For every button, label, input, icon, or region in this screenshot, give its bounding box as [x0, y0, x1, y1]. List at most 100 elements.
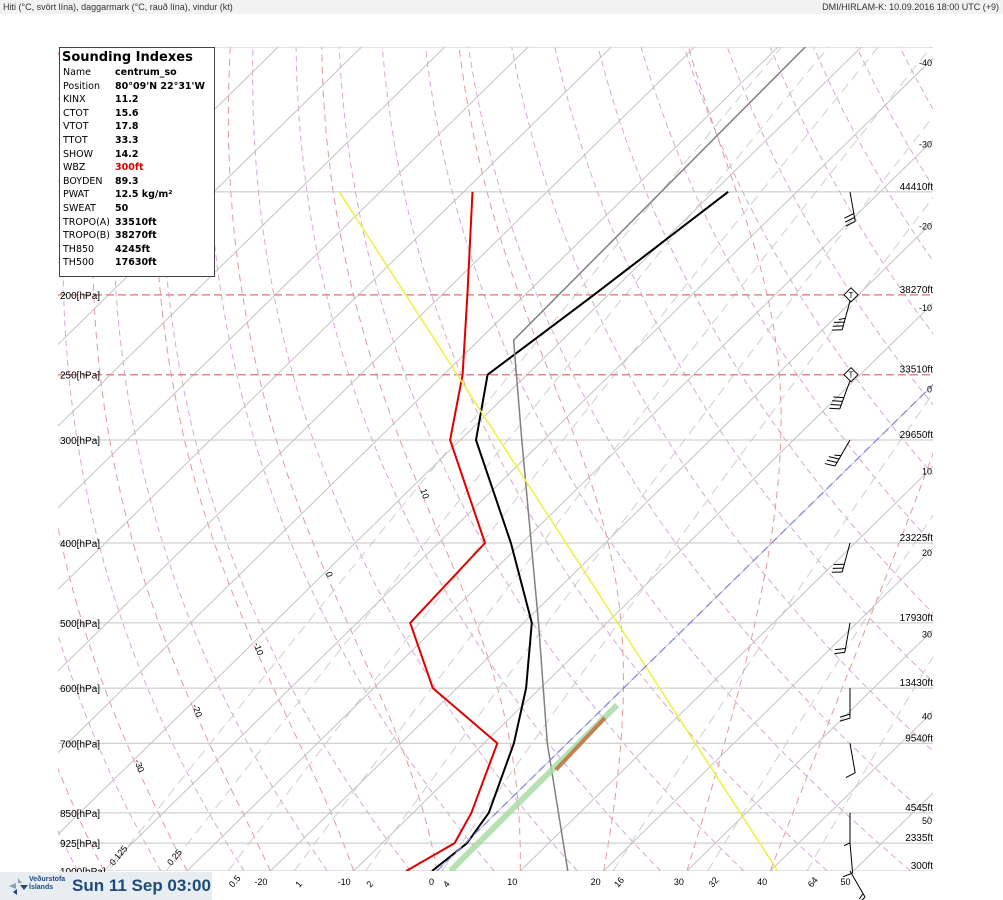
- moist-adiabat: [458, 47, 624, 871]
- wind-barb-icon: [831, 542, 851, 573]
- wind-barb-icon: [843, 812, 851, 847]
- isotherm-label: 10: [507, 877, 517, 887]
- mixing-ratio-label: 0.5: [227, 873, 243, 889]
- index-value: 17630ft: [115, 257, 157, 269]
- index-row: PWAT 12.5 kg/m²: [60, 188, 214, 202]
- index-value: 17.8: [115, 121, 139, 133]
- barb-feather: [824, 463, 836, 467]
- barb-feather: [844, 213, 855, 219]
- pressure-label: 500[hPa]: [60, 619, 100, 630]
- index-name: SWEAT: [63, 202, 96, 214]
- index-row: Position 80°09'N 22°31'W: [60, 80, 214, 94]
- isotherm: [58, 47, 529, 509]
- index-name: Position: [63, 80, 100, 92]
- tropopause-marker-icon: [843, 366, 859, 383]
- wind-barb-icon: [824, 439, 851, 467]
- pressure-label: 200[hPa]: [60, 291, 100, 302]
- isotherm: [186, 139, 933, 871]
- pressure-label: 600[hPa]: [60, 684, 100, 695]
- pressure-label: 300[hPa]: [60, 436, 100, 447]
- sounding-indexes-panel: Sounding Indexes Name centrum_so Position 8…: [59, 47, 215, 277]
- mixing-ratio-label: 16: [612, 875, 626, 889]
- index-value: 38270ft: [115, 230, 157, 242]
- dry-adiabat: [683, 47, 933, 476]
- index-name: VTOT: [63, 121, 89, 133]
- index-row: TROPO(B) 38270ft: [60, 229, 214, 243]
- panel-title: Sounding Indexes: [62, 50, 193, 65]
- isotherm-right-label: 10: [922, 466, 932, 476]
- mixing-ratio-line: [365, 115, 933, 871]
- wind-barb-icon: [842, 843, 854, 878]
- height-label: 13430ft: [900, 678, 934, 689]
- barb-feather: [839, 713, 851, 718]
- isotherm-right-label: -10: [919, 303, 932, 313]
- index-name: TH850: [63, 243, 95, 255]
- barb-feather: [835, 647, 846, 651]
- height-label: 17930ft: [900, 613, 934, 624]
- index-row: CTOT 15.6: [60, 107, 214, 121]
- height-label: 4545ft: [905, 803, 933, 814]
- isotherm-label: 50: [840, 877, 850, 887]
- index-name: CTOT: [63, 107, 89, 119]
- temperature-line: [431, 191, 729, 871]
- index-value: 89.3: [115, 175, 139, 187]
- tropopause-marker-letter: T: [849, 291, 854, 300]
- dry-adiabat: [511, 47, 933, 752]
- barb-feather: [844, 216, 855, 223]
- barb-feather: [830, 404, 842, 406]
- moist-adiabat-label: 0: [324, 570, 335, 578]
- wet-bulb-band-core-line: [554, 716, 607, 772]
- isotherm-label: 40: [757, 877, 767, 887]
- isotherm-label: -20: [254, 877, 267, 887]
- index-row: TROPO(A) 33510ft: [60, 216, 214, 230]
- index-row: WBZ 300ft: [60, 161, 214, 175]
- mixing-ratio-label: 0.25: [165, 847, 184, 867]
- index-value: centrum_so: [115, 67, 177, 78]
- grid-lines: [58, 47, 933, 871]
- vedurstofa-logo-icon: [9, 878, 28, 895]
- height-label: 9540ft: [905, 733, 933, 744]
- isotherm-right-label: 20: [922, 548, 932, 558]
- pressure-label: 700[hPa]: [60, 739, 100, 750]
- index-value: 300ft: [115, 162, 144, 174]
- index-row: Name centrum_so: [60, 66, 214, 80]
- isotherm-right-label: 0: [927, 385, 932, 395]
- barb-staff: [849, 191, 856, 222]
- barb-staff: [844, 622, 851, 653]
- pressure-label: 850[hPa]: [60, 809, 100, 820]
- legend-text: Hiti (°C, svört lína), daggarmark (°C, r…: [3, 2, 233, 12]
- index-value: 12.5 kg/m²: [115, 189, 173, 201]
- index-value: 15.6: [115, 107, 139, 119]
- index-name: PWAT: [63, 189, 90, 201]
- dry-adiabat: [295, 47, 662, 871]
- dry-adiabat: [640, 47, 933, 545]
- index-value: 33510ft: [115, 216, 157, 228]
- wind-barb-icon: [839, 688, 851, 722]
- index-name: Name: [63, 67, 92, 78]
- isotherm: [58, 47, 862, 835]
- wind-barb-icon: [831, 300, 851, 331]
- height-label: 29650ft: [900, 430, 934, 441]
- barb-feather: [861, 896, 866, 900]
- barb-feather: [839, 717, 851, 722]
- index-name: WBZ: [63, 162, 86, 174]
- barb-staff: [849, 870, 866, 898]
- index-value: 33.3: [115, 134, 139, 146]
- index-name: KINX: [63, 94, 86, 106]
- index-row: SWEAT 50: [60, 202, 214, 216]
- index-name: BOYDEN: [63, 175, 103, 187]
- mixing-ratio-line: [707, 514, 933, 871]
- isotherm-label: -10: [338, 877, 351, 887]
- index-row: TTOT 33.3: [60, 134, 214, 148]
- dry-adiabat: [899, 47, 933, 111]
- isotherm-right-label: 40: [922, 711, 932, 721]
- index-value: 11.2: [115, 94, 139, 106]
- index-row: SHOW 14.2: [60, 148, 214, 162]
- profiles: [338, 47, 933, 871]
- tropopause-marker-icon: [843, 287, 859, 303]
- mixing-ratio-label: 64: [806, 875, 820, 889]
- isotherm-right-label: 30: [922, 630, 932, 640]
- isotherm: [58, 47, 362, 346]
- height-label: 300ft: [911, 861, 933, 872]
- isotherm-label: 0: [429, 877, 434, 887]
